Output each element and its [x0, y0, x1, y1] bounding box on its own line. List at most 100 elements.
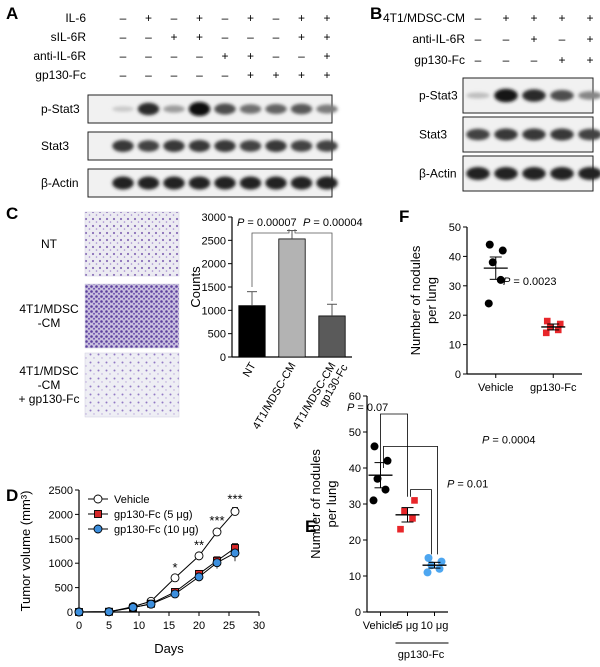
panel-letter-e: E	[305, 517, 316, 536]
y-axis-title: per lung	[324, 481, 339, 528]
p-value-text: = 0.0004	[489, 434, 535, 446]
data-point	[435, 564, 444, 573]
x-tick-label: 4T1/MDSC-CM	[251, 361, 299, 432]
migration-image-label: + gp130-Fc	[18, 392, 79, 406]
condition-label: IL-6	[65, 11, 86, 25]
blot-band	[239, 140, 262, 152]
condition-label: anti-IL-6R	[412, 32, 465, 46]
data-point	[543, 317, 551, 325]
x-tick-label: Vehicle	[478, 382, 513, 394]
migration-image-label: -CM	[38, 378, 61, 392]
blot-band	[137, 102, 160, 116]
y-tick-label: 1500	[49, 534, 73, 546]
y-tick-label: 40	[449, 251, 461, 263]
condition-sign: +	[247, 11, 254, 25]
series-line	[78, 552, 236, 613]
p-symbol: P	[303, 217, 311, 229]
condition-sign: –	[171, 11, 178, 25]
y-tick-label: 2000	[202, 259, 226, 271]
condition-sign: +	[221, 49, 228, 63]
blot-band	[522, 89, 546, 102]
data-point	[230, 548, 240, 558]
condition-sign: +	[323, 30, 330, 44]
p-symbol: P	[447, 479, 455, 491]
condition-sign: +	[586, 11, 593, 25]
condition-sign: –	[531, 53, 538, 67]
migration-image-label: 4T1/MDSC	[19, 364, 79, 378]
y-tick-label: 1000	[49, 558, 73, 570]
data-point	[212, 558, 222, 568]
condition-sign: –	[475, 32, 482, 46]
blot-band	[466, 92, 490, 99]
panel-b-conditions: 4T1/MDSC-CM – + + + +anti-IL-6R – – + – +gp130-Fc –…	[383, 11, 594, 67]
condition-sign: –	[145, 30, 152, 44]
blot-band	[163, 140, 185, 152]
condition-sign: –	[196, 68, 203, 82]
panel-a-conditions: IL-6 – + – + – + – + + sIL-6R – – + + – – – + + anti-IL-6R – –…	[33, 11, 330, 82]
legend-marker	[93, 524, 103, 534]
y-tick-label: 2500	[49, 485, 73, 497]
blot-band	[466, 167, 490, 180]
y-tick-label: 500	[208, 329, 226, 341]
condition-sign: –	[171, 68, 178, 82]
blot-label: β-Actin	[41, 176, 79, 190]
blot-band	[290, 176, 313, 190]
condition-sign: +	[272, 68, 279, 82]
blot-band	[214, 176, 236, 190]
data-point	[146, 599, 156, 609]
blot-label: p-Stat3	[41, 102, 80, 116]
data-point	[170, 589, 180, 599]
condition-sign: –	[273, 30, 280, 44]
blot-band	[239, 176, 262, 190]
condition-sign: +	[558, 11, 565, 25]
y-axis-title: Counts	[188, 266, 203, 308]
blot-band	[494, 88, 518, 103]
blot-band	[522, 128, 546, 141]
blot-band	[137, 176, 160, 190]
blot-band	[550, 167, 574, 180]
data-point	[485, 240, 494, 249]
migration-image-label: 4T1/MDSC	[19, 302, 79, 316]
significance-marker: *	[172, 560, 177, 575]
migration-image	[84, 211, 180, 277]
p-symbol: P	[237, 217, 245, 229]
y-tick-label: 50	[349, 427, 361, 439]
y-tick-label: 2000	[49, 509, 73, 521]
y-tick-label: 40	[349, 463, 361, 475]
p-value-text: = 0.01	[454, 479, 488, 491]
x-tick-label: 5	[106, 620, 112, 632]
condition-sign: –	[273, 49, 280, 63]
condition-sign: –	[145, 68, 152, 82]
condition-label: gp130-Fc	[414, 53, 465, 67]
condition-sign: +	[586, 32, 593, 46]
x-tick-label: 10	[133, 620, 145, 632]
blot-band	[494, 167, 518, 180]
migration-image-label: -CM	[38, 316, 61, 330]
blot-band	[578, 91, 600, 100]
condition-sign: –	[475, 53, 482, 67]
blot-band	[265, 104, 287, 114]
data-point	[128, 602, 138, 612]
y-tick-label: 0	[355, 607, 361, 619]
y-tick-label: 20	[349, 535, 361, 547]
blot-band	[578, 128, 600, 141]
condition-sign: –	[503, 32, 510, 46]
legend-marker	[94, 510, 102, 518]
p-value-text: = 0.0023	[510, 276, 556, 288]
y-axis-title: Number of nodules	[408, 245, 423, 355]
condition-sign: –	[273, 11, 280, 25]
y-tick-label: 30	[349, 499, 361, 511]
data-point	[194, 572, 204, 582]
data-point	[397, 525, 404, 533]
panel-letter-c: C	[6, 204, 18, 223]
panel-a: A IL-6 – + – + – + – + + sIL-6R – – + + – – – + + anti-IL-6R…	[6, 4, 338, 198]
condition-sign: –	[222, 11, 229, 25]
y-tick-label: 2500	[202, 235, 226, 247]
condition-sign: –	[222, 30, 229, 44]
condition-sign: +	[530, 32, 537, 46]
panel-f: F 0 10 20 30 40 50 Vehicle gp130-Fc Number of no…	[399, 207, 582, 394]
p-value-text: = 0.00004	[310, 217, 362, 229]
